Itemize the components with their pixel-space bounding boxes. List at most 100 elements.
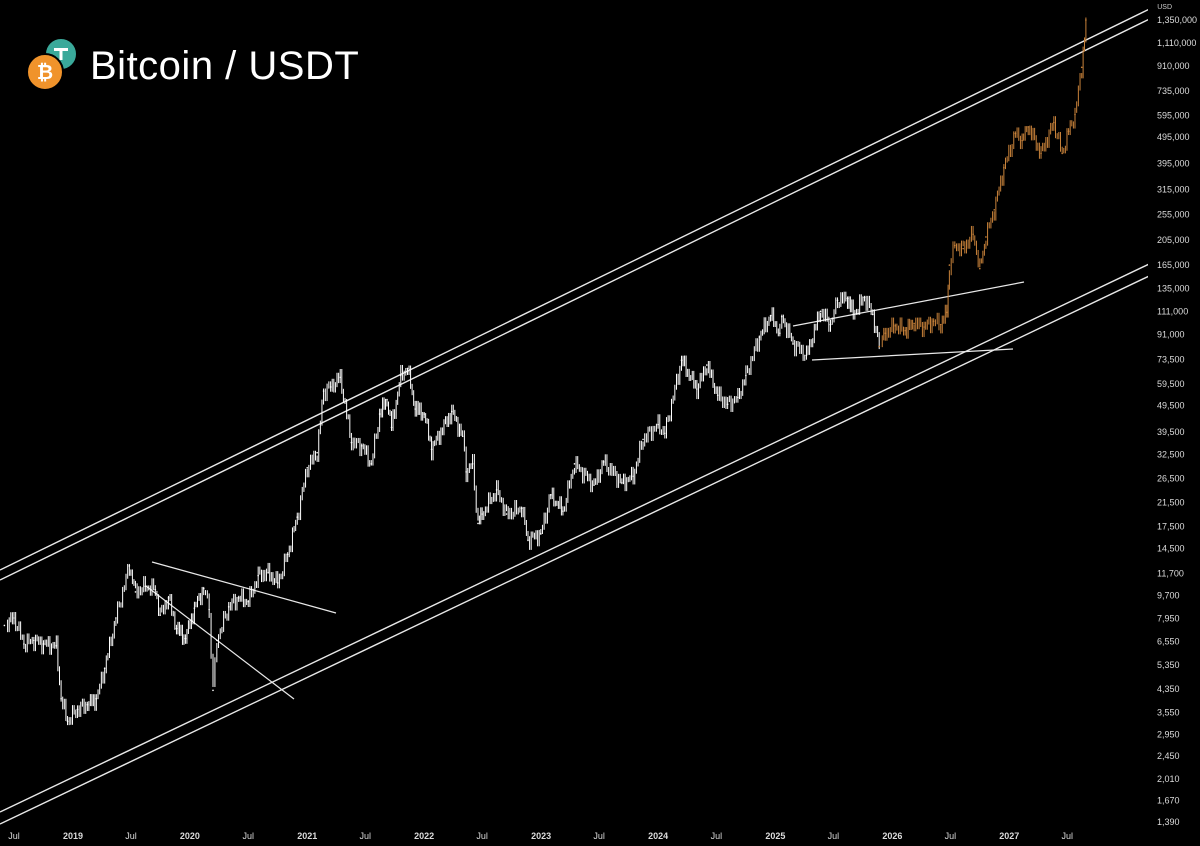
price-point (167, 597, 170, 599)
y-tick-label: 111,000 (1157, 306, 1188, 316)
price-point (696, 388, 698, 390)
y-tick-label: 910,000 (1157, 61, 1190, 71)
price-point (386, 398, 388, 401)
price-point (1053, 121, 1055, 124)
price-point (329, 386, 332, 388)
price-point (505, 513, 508, 515)
x-tick-label: Jul (828, 831, 840, 841)
y-tick-label: 315,000 (1157, 185, 1190, 195)
price-point (471, 463, 474, 465)
x-tick-label: 2019 (63, 831, 83, 841)
price-point (573, 463, 576, 465)
price-point (549, 494, 552, 496)
price-point (430, 448, 433, 451)
price-point (76, 708, 79, 711)
price-point (939, 323, 942, 326)
price-point (993, 209, 996, 211)
price-point (103, 667, 106, 669)
y-tick-label: 1,350,000 (1157, 15, 1197, 25)
channel-lower-line-2 (0, 275, 1148, 825)
x-tick-label: Jul (945, 831, 957, 841)
y-tick-label: 735,000 (1157, 86, 1190, 96)
currency-label: USD (1157, 4, 1172, 11)
x-tick-label: Jul (1062, 831, 1074, 841)
price-point (33, 639, 35, 642)
price-point (414, 408, 416, 410)
x-tick-label: 2021 (297, 831, 317, 841)
y-tick-label: 7,950 (1157, 614, 1180, 624)
y-tick-label: 9,700 (1157, 590, 1180, 600)
y-tick-label: 2,950 (1157, 729, 1180, 739)
price-point (737, 396, 739, 399)
x-tick-label: 2020 (180, 831, 200, 841)
x-tick-label: Jul (8, 831, 20, 841)
price-point (657, 423, 659, 426)
trendline-layer (0, 8, 1148, 825)
price-point (42, 643, 45, 645)
price-point (481, 513, 483, 515)
wedge-2020-lower-line (145, 585, 295, 700)
price-point (948, 264, 951, 266)
channel-upper-line-1 (0, 8, 1148, 571)
series-projection (878, 17, 1087, 348)
price-point (836, 299, 839, 302)
x-tick-label: 2022 (414, 831, 434, 841)
y-tick-label: 205,000 (1157, 235, 1190, 245)
price-point (985, 236, 987, 238)
price-point (946, 311, 948, 314)
y-tick-label: 1,390 (1157, 817, 1180, 827)
x-tick-label: 2023 (531, 831, 551, 841)
price-point (390, 426, 393, 429)
range-2025-lower-line (811, 348, 1014, 361)
price-point (852, 313, 855, 316)
y-tick-label: 395,000 (1157, 158, 1190, 168)
price-point (286, 553, 289, 556)
price-point (954, 244, 956, 247)
wedge-2020-upper-line (151, 561, 337, 614)
price-point (716, 394, 719, 397)
x-tick-label: 2024 (648, 831, 668, 841)
y-tick-label: 2,010 (1157, 774, 1180, 784)
price-point (1074, 113, 1076, 116)
price-point (894, 325, 897, 327)
price-point (306, 466, 309, 469)
price-point (972, 233, 974, 236)
price-point (55, 644, 58, 647)
price-point (527, 539, 529, 541)
price-point (979, 267, 981, 270)
x-tick-label: Jul (593, 831, 605, 841)
y-tick-label: 91,000 (1157, 329, 1185, 339)
price-point (202, 587, 205, 590)
price-point (792, 342, 794, 345)
price-point (322, 390, 325, 392)
price-point (962, 247, 964, 250)
y-tick-label: 11,700 (1157, 569, 1184, 579)
x-tick-label: 2027 (999, 831, 1019, 841)
price-point (1003, 167, 1005, 169)
price-point (726, 403, 729, 406)
y-tick-label: 4,350 (1157, 684, 1180, 694)
price-point (159, 614, 161, 616)
y-tick-label: 1,670 (1157, 796, 1180, 806)
y-tick-label: 39,500 (1157, 427, 1185, 437)
y-tick-label: 5,350 (1157, 660, 1180, 670)
price-point (1080, 66, 1083, 69)
price-point (276, 582, 279, 584)
price-point (829, 323, 832, 326)
price-point (1040, 152, 1042, 155)
price-point (128, 565, 131, 567)
price-point (932, 320, 935, 322)
price-point (477, 522, 479, 525)
y-tick-label: 2,450 (1157, 751, 1180, 761)
price-point (115, 617, 117, 619)
y-tick-label: 495,000 (1157, 132, 1190, 142)
price-point (66, 720, 69, 722)
price-point (642, 438, 644, 441)
price-point (1085, 19, 1087, 21)
price-point (154, 588, 157, 591)
y-tick-label: 165,000 (1157, 260, 1190, 270)
price-point (1067, 130, 1070, 133)
price-point (878, 345, 881, 348)
range-2025-upper-line (792, 281, 1025, 327)
